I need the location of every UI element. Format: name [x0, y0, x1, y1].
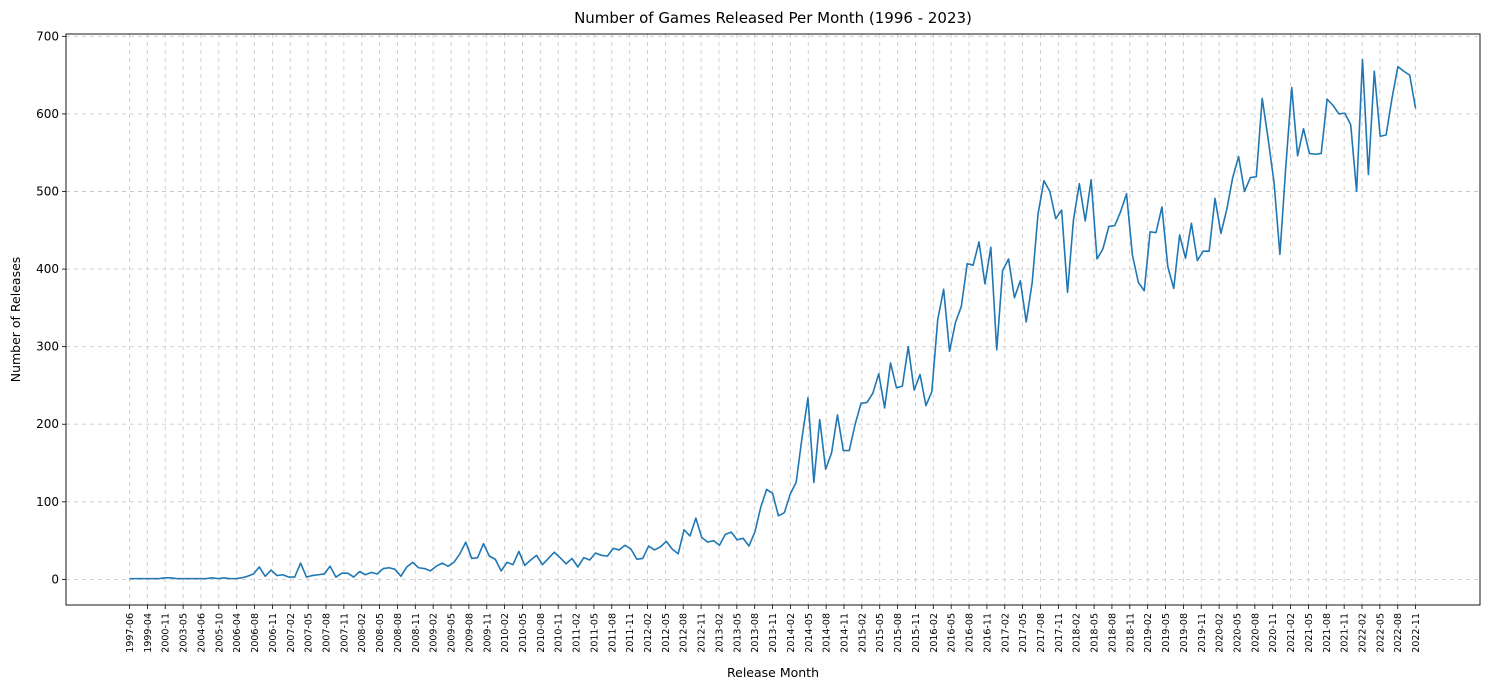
x-tick-label: 2019-08: [1179, 613, 1190, 653]
plot-frame: [65, 33, 1481, 606]
x-tick-label: 2009-05: [447, 613, 458, 653]
y-tick-label: 400: [36, 262, 59, 276]
x-tick-label: 2000-11: [161, 613, 172, 653]
x-tick-label: 2007-05: [304, 613, 315, 653]
x-tick-label: 2022-02: [1358, 613, 1369, 653]
x-tick-label: 2015-11: [911, 613, 922, 653]
chart-title: Number of Games Released Per Month (1996…: [574, 9, 972, 27]
x-tick-label: 2017-05: [1018, 613, 1029, 653]
x-tick-label: 2007-08: [321, 613, 332, 653]
y-tick-label: 600: [36, 107, 59, 121]
x-tick-label: 2004-06: [196, 613, 207, 653]
x-tick-label: 2021-08: [1322, 613, 1333, 653]
x-tick-label: 2014-08: [822, 613, 833, 653]
x-tick-label: 1997-06: [125, 613, 136, 653]
x-tick-label: 2021-02: [1286, 613, 1297, 653]
x-tick-label: 1999-04: [143, 613, 154, 653]
x-tick-label: 2020-05: [1232, 613, 1243, 653]
x-tick-label: 2014-02: [786, 613, 797, 653]
x-tick-label: 2008-08: [393, 613, 404, 653]
y-tick-label: 300: [36, 340, 59, 354]
x-tick-label: 2005-10: [214, 613, 225, 653]
x-tick-label: 2017-02: [1000, 613, 1011, 653]
x-tick-label: 2006-08: [250, 613, 261, 653]
x-tick-label: 2010-08: [536, 613, 547, 653]
x-tick-label: 2018-05: [1090, 613, 1101, 653]
x-tick-label: 2009-08: [464, 613, 475, 653]
x-tick-label: 2008-05: [375, 613, 386, 653]
series-line: [129, 58, 1417, 580]
x-tick-label: 2010-05: [518, 613, 529, 653]
x-tick-label: 2010-11: [554, 613, 565, 653]
y-tick-label: 500: [36, 184, 59, 198]
x-tick-label: 2008-11: [411, 613, 422, 653]
x-tick-label: 2011-05: [589, 613, 600, 653]
y-tick-label: 0: [51, 572, 59, 586]
x-tick-label: 2015-02: [857, 613, 868, 653]
x-tick-label: 2016-08: [965, 613, 976, 653]
x-tick-label: 2008-02: [357, 613, 368, 653]
x-tick-label: 2012-08: [679, 613, 690, 653]
x-tick-label: 2018-08: [1107, 613, 1118, 653]
x-tick-label: 2018-02: [1072, 613, 1083, 653]
x-tick-label: 2017-08: [1036, 613, 1047, 653]
x-tick-label: 2021-05: [1304, 613, 1315, 653]
x-tick-label: 2009-02: [429, 613, 440, 653]
x-axis-label: Release Month: [727, 665, 819, 680]
x-tick-label: 2015-08: [893, 613, 904, 653]
x-tick-label: 2014-11: [840, 613, 851, 653]
x-tick-label: 2015-05: [875, 613, 886, 653]
x-tick-label: 2016-02: [929, 613, 940, 653]
x-tick-label: 2019-11: [1197, 613, 1208, 653]
x-tick-label: 2013-08: [750, 613, 761, 653]
x-tick-label: 2013-02: [714, 613, 725, 653]
x-tick-label: 2009-11: [482, 613, 493, 653]
x-tick-label: 2017-11: [1054, 613, 1065, 653]
x-tick-label: 2011-02: [572, 613, 583, 653]
x-tick-label: 2016-11: [982, 613, 993, 653]
x-tick-label: 2022-08: [1393, 613, 1404, 653]
x-tick-label: 2016-05: [947, 613, 958, 653]
x-tick-label: 2011-08: [607, 613, 618, 653]
x-tick-label: 2019-02: [1143, 613, 1154, 653]
y-axis: 0 100 200 300 400 500 600 700: [36, 29, 66, 586]
x-tick-label: 2022-11: [1411, 613, 1422, 653]
y-axis-label: Number of Releases: [8, 257, 23, 383]
x-tick-label: 2022-05: [1375, 613, 1386, 653]
x-tick-label: 2014-05: [804, 613, 815, 653]
x-tick-label: 2019-05: [1161, 613, 1172, 653]
x-tick-label: 2013-11: [768, 613, 779, 653]
y-tick-label: 200: [36, 417, 59, 431]
x-tick-label: 2011-11: [625, 613, 636, 653]
x-tick-label: 2018-11: [1125, 613, 1136, 653]
x-tick-label: 2012-02: [643, 613, 654, 653]
grid: [66, 34, 1480, 605]
x-tick-label: 2007-11: [339, 613, 350, 653]
x-tick-label: 2006-04: [232, 613, 243, 653]
x-tick-label: 2012-05: [661, 613, 672, 653]
y-tick-label: 700: [36, 29, 59, 43]
x-tick-label: 2020-02: [1215, 613, 1226, 653]
y-tick-label: 100: [36, 495, 59, 509]
x-tick-label: 2020-08: [1250, 613, 1261, 653]
x-tick-label: 2021-11: [1340, 613, 1351, 653]
x-tick-label: 2013-05: [732, 613, 743, 653]
x-axis: 1997-06 1999-04 2000-11 2003-05 2004-06 2005-…: [125, 605, 1422, 653]
x-tick-label: 2010-02: [500, 613, 511, 653]
x-tick-label: 2007-02: [286, 613, 297, 653]
x-tick-label: 2003-05: [179, 613, 190, 653]
x-tick-label: 2020-11: [1268, 613, 1279, 653]
x-tick-label: 2006-11: [268, 613, 279, 653]
x-tick-label: 2012-11: [697, 613, 708, 653]
